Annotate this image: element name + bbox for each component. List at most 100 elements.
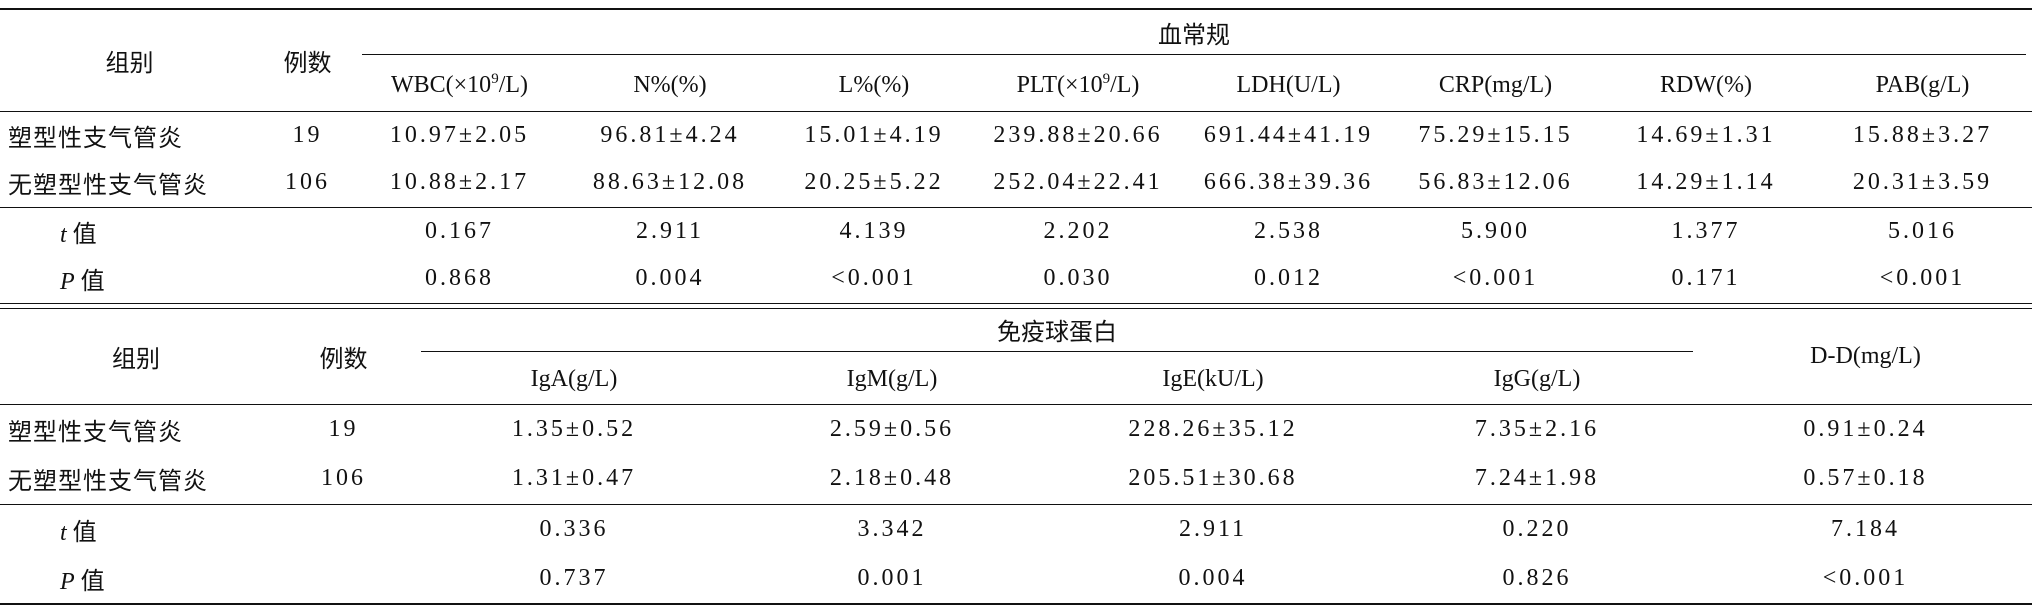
column-header: CRP(mg/L) xyxy=(1392,60,1599,112)
column-header-text: N%(%) xyxy=(633,71,707,98)
data-row: 无塑型性支气管炎 106 1.31±0.47 2.18±0.48 205.51±30.6… xyxy=(0,454,2032,505)
stat-value: 0.171 xyxy=(1671,265,1741,292)
column-header: D-D(mg/L) xyxy=(1699,308,2032,405)
cell-value: 239.88±20.66 xyxy=(993,121,1163,148)
empty-cell xyxy=(259,255,356,303)
cell-value: 56.83±12.06 xyxy=(1392,159,1599,208)
stat-label: t 值 xyxy=(0,207,259,255)
stat-value: <0.001 xyxy=(1822,565,1909,591)
row-count: 106 xyxy=(272,454,415,505)
column-header-text: IgM(g/L) xyxy=(846,366,938,393)
cell-value: 14.29±1.14 xyxy=(1599,159,1813,208)
stat-value: 0.336 xyxy=(539,515,609,542)
column-header-text: CRP(mg/L) xyxy=(1438,71,1553,98)
cell-value: 252.04±22.41 xyxy=(971,159,1185,208)
column-header-text: PLT(×10 xyxy=(1016,72,1103,99)
row-label: 无塑型性支气管炎 xyxy=(0,159,259,208)
group-header: 组别 xyxy=(0,308,272,405)
stat-value: 0.868 xyxy=(425,265,494,292)
stat-value: <0.001 xyxy=(1879,265,1966,292)
row-count: 19 xyxy=(328,415,359,442)
cell-value: 691.44±41.19 xyxy=(1203,121,1374,148)
column-header: WBC(×109/L) xyxy=(356,60,563,112)
stat-row: t 值 0.336 3.342 2.911 0.220 7.184 xyxy=(0,504,2032,554)
header-row: 组别 例数 免疫球蛋白 D-D(mg/L) xyxy=(0,308,2032,405)
span-header: 免疫球蛋白 xyxy=(415,308,1699,356)
stat-value: 2.911 xyxy=(1178,515,1248,542)
stat-value: 0.220 xyxy=(1502,515,1572,542)
stat-value: 7.184 xyxy=(1831,515,1900,542)
subheader-row: WBC(×109/L) N%(%) L%(%) PLT(×109/L) LDH(U/L)… xyxy=(0,60,2032,112)
column-header-text: IgE(kU/L) xyxy=(1162,366,1264,393)
stat-label-text: 值 xyxy=(80,269,105,296)
column-header-text: RDW(%) xyxy=(1660,71,1752,98)
column-header: IgE(kU/L) xyxy=(1051,356,1375,405)
column-header: RDW(%) xyxy=(1599,60,1813,112)
cell-value: 15.88±3.27 xyxy=(1852,121,1993,148)
empty-cell xyxy=(272,504,415,554)
cell-value: 666.38±39.36 xyxy=(1185,159,1392,208)
column-header: PLT(×109/L) xyxy=(971,60,1185,112)
stat-value: 2.538 xyxy=(1254,217,1323,244)
empty-cell xyxy=(259,207,356,255)
stat-value: <0.001 xyxy=(1452,265,1539,292)
column-header-sup: 9 xyxy=(491,71,499,88)
stat-value: 4.139 xyxy=(839,217,909,244)
stat-row: P 值 0.868 0.004 <0.001 0.030 0.012 <0.001 0.171… xyxy=(0,255,2032,303)
stat-value: 0.001 xyxy=(857,565,927,591)
column-header-text: /L) xyxy=(1110,72,1140,99)
stat-value: 0.737 xyxy=(539,565,609,591)
column-header-text: IgG(g/L) xyxy=(1493,366,1581,393)
cell-value: 96.81±4.24 xyxy=(600,121,740,148)
stat-value: 5.016 xyxy=(1888,217,1957,244)
stat-label-text: 值 xyxy=(72,221,97,248)
stat-value: 0.004 xyxy=(1178,565,1248,591)
column-header: PAB(g/L) xyxy=(1813,60,2032,112)
stat-label: P 值 xyxy=(0,554,272,604)
column-header-text: IgA(g/L) xyxy=(530,366,618,393)
column-header: LDH(U/L) xyxy=(1185,60,1392,112)
cell-value: 20.31±3.59 xyxy=(1813,159,2032,208)
data-row: 塑型性支气管炎 19 10.97±2.05 96.81±4.24 15.01±4.19 2… xyxy=(0,111,2032,159)
cell-value: 228.26±35.12 xyxy=(1128,415,1298,442)
count-header: 例数 xyxy=(272,308,415,405)
row-count: 19 xyxy=(292,121,323,148)
span-header-text: 血常规 xyxy=(362,15,2026,55)
stat-value: 0.167 xyxy=(425,217,494,244)
column-header-text: PAB(g/L) xyxy=(1875,71,1970,98)
row-label: 塑型性支气管炎 xyxy=(8,419,183,446)
stat-value: 2.202 xyxy=(1043,217,1113,244)
stat-row: P 值 0.737 0.001 0.004 0.826 <0.001 xyxy=(0,554,2032,604)
count-header: 例数 xyxy=(259,9,356,112)
stat-value: <0.001 xyxy=(831,265,917,292)
column-header-text: LDH(U/L) xyxy=(1236,71,1341,98)
data-row: 塑型性支气管炎 19 1.35±0.52 2.59±0.56 228.26±35.12 7… xyxy=(0,404,2032,454)
column-header: IgG(g/L) xyxy=(1375,356,1699,405)
stat-label-text: 值 xyxy=(80,569,105,595)
cell-value: 7.35±2.16 xyxy=(1474,415,1600,442)
span-header: 血常规 xyxy=(356,9,2032,60)
cell-value: 205.51±30.68 xyxy=(1051,454,1375,505)
stat-label: t 值 xyxy=(0,504,272,554)
column-header-text: L%(%) xyxy=(838,71,910,98)
column-header: N%(%) xyxy=(563,60,777,112)
table-blood-routine: 组别 例数 血常规 WBC(×109/L) N%(%) L%(%) PLT(×109/L) L… xyxy=(0,8,2032,304)
cell-value: 15.01±4.19 xyxy=(804,121,944,148)
table-immunoglobulin: 组别 例数 免疫球蛋白 D-D(mg/L) IgA(g/L) IgM(g/L) IgE(kU… xyxy=(0,307,2032,605)
cell-value: 2.18±0.48 xyxy=(733,454,1051,505)
cell-value: 1.31±0.47 xyxy=(415,454,733,505)
stat-symbol: P xyxy=(60,569,75,595)
group-header: 组别 xyxy=(0,9,259,112)
stat-label-text: 值 xyxy=(72,519,97,546)
span-header-text: 免疫球蛋白 xyxy=(421,312,1693,353)
stat-value: 0.012 xyxy=(1254,265,1323,292)
column-header-text: /L) xyxy=(498,72,529,99)
stat-value: 0.826 xyxy=(1502,565,1572,591)
cell-value: 20.25±5.22 xyxy=(777,159,971,208)
stat-value: 0.030 xyxy=(1043,265,1113,292)
stat-symbol: P xyxy=(60,269,75,296)
stat-value: 2.911 xyxy=(635,217,705,244)
cell-value: 88.63±12.08 xyxy=(563,159,777,208)
cell-value: 1.35±0.52 xyxy=(511,415,637,442)
